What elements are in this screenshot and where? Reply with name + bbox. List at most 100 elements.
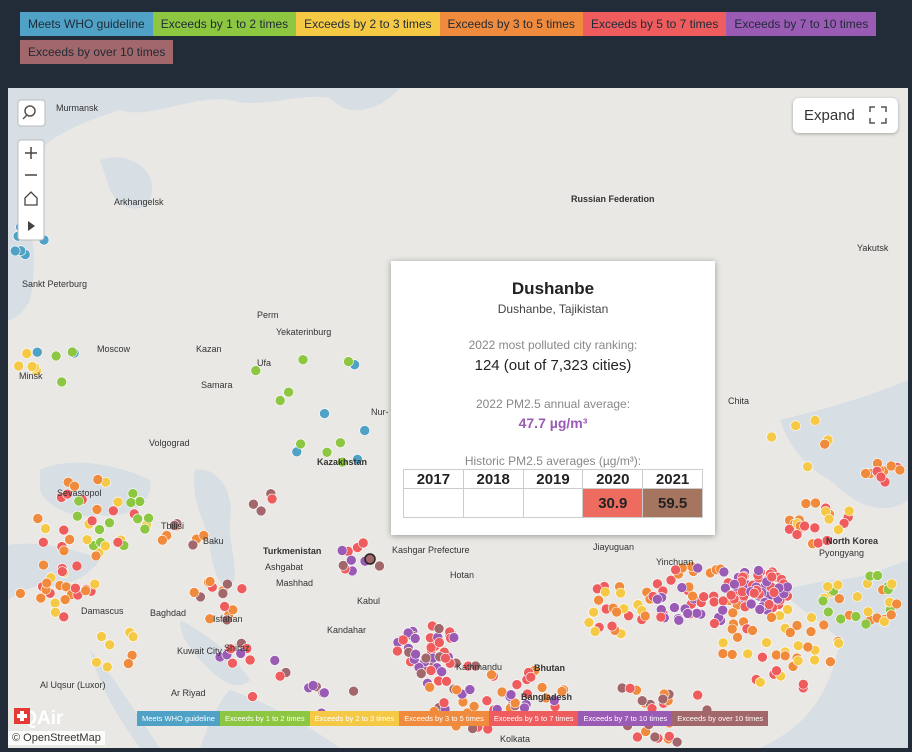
station-dot[interactable] xyxy=(720,582,731,594)
station-dot[interactable] xyxy=(348,685,359,697)
station-dot[interactable] xyxy=(169,520,180,531)
station-dot[interactable] xyxy=(718,566,730,578)
station-dot[interactable] xyxy=(886,578,898,590)
legend-chip[interactable]: Exceeds by 5 to 7 times xyxy=(582,12,727,36)
station-dot[interactable] xyxy=(125,497,137,508)
station-dot[interactable] xyxy=(451,684,462,696)
station-dot[interactable] xyxy=(392,645,403,657)
station-dot[interactable] xyxy=(636,695,648,707)
station-dot[interactable] xyxy=(127,631,139,643)
station-dot[interactable] xyxy=(536,682,548,693)
station-dot[interactable] xyxy=(337,456,348,468)
station-dot[interactable] xyxy=(9,245,21,257)
station-dot[interactable] xyxy=(676,582,688,593)
station-dot[interactable] xyxy=(127,488,139,499)
station-dot[interactable] xyxy=(615,587,626,599)
station-dot[interactable] xyxy=(802,641,814,653)
station-dot[interactable] xyxy=(763,599,775,610)
station-dot[interactable] xyxy=(823,513,835,525)
station-dot[interactable] xyxy=(104,639,115,651)
station-dot[interactable] xyxy=(673,614,685,626)
station-dot[interactable] xyxy=(745,598,757,610)
station-dot[interactable] xyxy=(96,631,107,642)
station-dot[interactable] xyxy=(833,637,845,649)
station-dot[interactable] xyxy=(732,631,743,643)
station-dot[interactable] xyxy=(809,654,820,666)
station-dot[interactable] xyxy=(754,676,766,688)
legend-chip[interactable]: Exceeds by 1 to 2 times xyxy=(152,12,297,36)
station-dot[interactable] xyxy=(611,606,622,618)
station-dot[interactable] xyxy=(742,648,754,660)
station-dot[interactable] xyxy=(123,658,134,669)
station-dot[interactable] xyxy=(639,610,651,622)
station-dot[interactable] xyxy=(851,591,863,603)
station-dot[interactable] xyxy=(872,570,883,581)
station-dot[interactable] xyxy=(748,587,760,599)
station-dot[interactable] xyxy=(670,564,681,576)
station-dot[interactable] xyxy=(726,623,738,635)
station-dot[interactable] xyxy=(771,649,782,661)
station-dot[interactable] xyxy=(440,652,451,664)
station-dot[interactable] xyxy=(94,524,105,535)
station-dot[interactable] xyxy=(606,620,618,632)
station-dot[interactable] xyxy=(425,665,437,676)
station-dot[interactable] xyxy=(511,679,523,690)
station-dot[interactable] xyxy=(754,604,766,615)
station-dot[interactable] xyxy=(812,537,824,549)
station-dot[interactable] xyxy=(274,395,286,406)
station-dot[interactable] xyxy=(791,529,803,540)
station-dot[interactable] xyxy=(112,536,124,548)
station-dot[interactable] xyxy=(198,530,210,541)
station-dot[interactable] xyxy=(359,425,371,436)
station-dot[interactable] xyxy=(35,592,47,604)
station-dot[interactable] xyxy=(779,650,791,662)
station-dot[interactable] xyxy=(822,581,834,592)
station-dot[interactable] xyxy=(717,648,729,659)
station-dot[interactable] xyxy=(766,612,777,623)
station-dot[interactable] xyxy=(345,554,357,566)
station-dot[interactable] xyxy=(204,576,216,587)
station-dot[interactable] xyxy=(556,685,568,697)
station-dot[interactable] xyxy=(37,536,49,548)
station-dot[interactable] xyxy=(792,655,804,667)
station-dot[interactable] xyxy=(835,613,847,625)
station-dot[interactable] xyxy=(41,577,53,589)
station-dot[interactable] xyxy=(525,671,537,683)
station-dot[interactable] xyxy=(753,565,764,576)
station-dot[interactable] xyxy=(671,736,683,748)
station-dot[interactable] xyxy=(862,606,874,618)
legend-chip[interactable]: Exceeds by 2 to 3 times xyxy=(296,12,440,36)
station-dot[interactable] xyxy=(791,620,803,631)
station-dot[interactable] xyxy=(255,505,267,517)
station-dot[interactable] xyxy=(589,626,601,637)
station-dot[interactable] xyxy=(92,474,104,485)
station-dot[interactable] xyxy=(132,513,143,525)
station-dot[interactable] xyxy=(247,691,258,702)
station-dot[interactable] xyxy=(522,688,533,700)
station-dot[interactable] xyxy=(188,587,200,598)
station-dot[interactable] xyxy=(505,689,517,701)
station-dot[interactable] xyxy=(784,523,795,535)
station-dot[interactable] xyxy=(244,654,256,666)
station-dot[interactable] xyxy=(59,594,71,605)
station-dot[interactable] xyxy=(885,460,897,472)
station-dot[interactable] xyxy=(436,666,448,678)
station-dot[interactable] xyxy=(250,365,262,376)
station-dot[interactable] xyxy=(486,669,497,681)
station-dot[interactable] xyxy=(809,522,821,534)
station-dot[interactable] xyxy=(50,350,62,362)
station-dot[interactable] xyxy=(274,670,286,682)
station-dot[interactable] xyxy=(40,523,51,534)
station-dot[interactable] xyxy=(657,693,669,705)
station-dot[interactable] xyxy=(441,675,452,687)
station-dot[interactable] xyxy=(806,612,817,623)
station-dot[interactable] xyxy=(894,464,906,476)
station-dot[interactable] xyxy=(761,637,772,648)
station-dot[interactable] xyxy=(318,687,330,699)
station-dot[interactable] xyxy=(91,656,102,668)
station-dot[interactable] xyxy=(64,534,75,545)
legend-chip[interactable]: Exceeds by 3 to 5 times xyxy=(439,12,583,36)
station-dot[interactable] xyxy=(819,438,831,450)
station-dot[interactable] xyxy=(134,496,146,507)
station-dot[interactable] xyxy=(58,545,70,557)
